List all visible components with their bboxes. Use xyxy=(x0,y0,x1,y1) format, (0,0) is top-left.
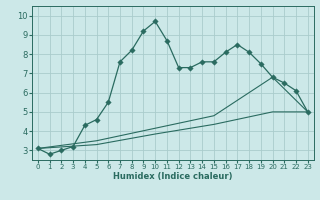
X-axis label: Humidex (Indice chaleur): Humidex (Indice chaleur) xyxy=(113,172,233,181)
